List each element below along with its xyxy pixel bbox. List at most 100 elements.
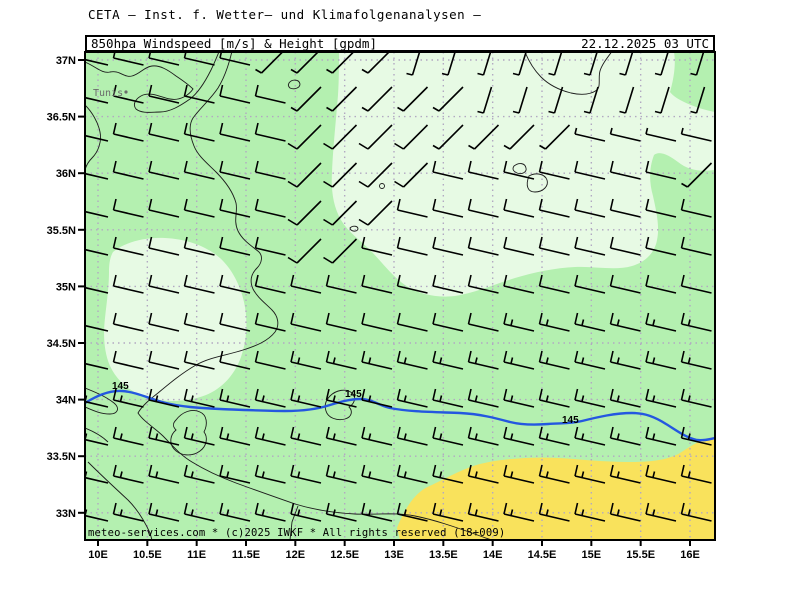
wind-barb [680, 274, 712, 294]
windspeed-band-low-main [331, 52, 715, 297]
wind-barb [361, 86, 393, 112]
wind-barb [645, 502, 677, 522]
coastline [85, 52, 220, 113]
wind-barb [148, 122, 180, 142]
wind-barb [148, 274, 180, 294]
institute-header: CETA – Inst. f. Wetter– und Klimafolgena… [88, 7, 482, 22]
wind-barb [503, 350, 535, 370]
lon-label: 12E [286, 549, 306, 561]
wind-barb [645, 464, 677, 484]
lat-label: 36.5N [47, 112, 76, 124]
wind-barb [85, 248, 109, 256]
wind-barb [645, 388, 677, 408]
wind-barb [680, 198, 712, 218]
wind-barb [619, 86, 635, 114]
wind-barb [396, 388, 428, 408]
wind-barb [609, 312, 641, 332]
wind-barb [85, 96, 109, 104]
wind-barb [219, 502, 251, 522]
wind-barb [112, 350, 144, 370]
wind-barb [325, 388, 357, 408]
wind-barb [432, 160, 464, 180]
wind-barb [538, 198, 570, 218]
wind-barb [680, 388, 712, 408]
wind-barb [539, 124, 571, 150]
wind-barb [254, 84, 286, 104]
wind-barb [467, 502, 499, 522]
wind-barb [183, 274, 215, 294]
wind-barb [254, 350, 286, 370]
wind-barb [290, 426, 322, 446]
wind-barb [183, 464, 215, 484]
wind-barb [432, 350, 464, 370]
lon-label: 13E [384, 549, 404, 561]
wind-barb [361, 502, 393, 522]
wind-barb [467, 426, 499, 446]
wind-barb [503, 312, 535, 332]
wind-barb [396, 426, 428, 446]
wind-barb [538, 388, 570, 408]
wind-barb [538, 312, 570, 332]
wind-barb [503, 124, 535, 150]
wind-barb [645, 236, 677, 256]
lat-label: 34.5N [47, 338, 76, 350]
wind-barb [503, 274, 535, 294]
lat-label: 37N [56, 55, 76, 67]
wind-barb [394, 162, 429, 188]
wind-barb [680, 426, 712, 446]
wind-barb [609, 426, 641, 446]
wind-barb [290, 350, 322, 370]
wind-barb [219, 198, 251, 218]
wind-barb [112, 198, 144, 218]
wind-barb [467, 350, 499, 370]
wind-barb [361, 274, 393, 294]
wind-barb [148, 236, 180, 256]
wind-barb [290, 274, 322, 294]
wind-barb [254, 426, 286, 446]
wind-barb [112, 236, 144, 256]
lon-label: 15E [582, 549, 602, 561]
wind-barb [645, 127, 677, 142]
wind-barb [574, 160, 606, 180]
wind-barb [287, 124, 322, 150]
wind-barb [609, 198, 641, 218]
contour-label-145: 145 [345, 389, 362, 400]
wind-barb [512, 52, 527, 76]
place-label-tunis: Tunis [93, 88, 123, 99]
wind-barb [645, 160, 677, 180]
wind-barb [396, 236, 428, 256]
wind-barb [254, 388, 286, 408]
lon-label: 12.5E [330, 549, 359, 561]
wind-barb [287, 162, 322, 188]
city-marker-tunis [124, 90, 128, 94]
wind-barb [358, 124, 393, 150]
wind-barb [467, 160, 499, 180]
wind-barb [112, 122, 144, 142]
wind-barb [287, 238, 322, 264]
wind-barb [406, 52, 421, 76]
wind-barb [112, 274, 144, 294]
wind-barb [325, 464, 357, 484]
wind-barb [645, 312, 677, 332]
windspeed-band-low-west [104, 237, 247, 401]
coastline [524, 52, 613, 95]
wind-barb [254, 122, 286, 142]
contour-label-145: 145 [112, 381, 129, 392]
contour-label-145: 145 [562, 415, 579, 426]
wind-barb [85, 286, 109, 294]
wind-barb [583, 52, 598, 76]
wind-barb [219, 236, 251, 256]
wind-barb [254, 312, 286, 332]
wind-barb [323, 238, 358, 264]
wind-barb [183, 426, 215, 446]
wind-barb [583, 86, 599, 114]
coastline [512, 163, 527, 175]
lat-label: 36N [56, 168, 76, 180]
wind-barb [609, 236, 641, 256]
coastline [287, 79, 301, 90]
wind-barb [112, 312, 144, 332]
wind-barb [219, 312, 251, 332]
wind-barb [148, 350, 180, 370]
lon-label: 11.5E [232, 549, 260, 561]
wind-barb [512, 86, 528, 114]
